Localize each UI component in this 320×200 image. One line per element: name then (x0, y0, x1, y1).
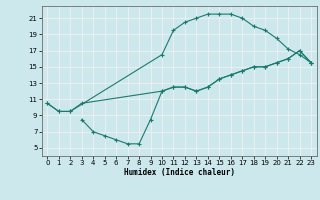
X-axis label: Humidex (Indice chaleur): Humidex (Indice chaleur) (124, 168, 235, 177)
